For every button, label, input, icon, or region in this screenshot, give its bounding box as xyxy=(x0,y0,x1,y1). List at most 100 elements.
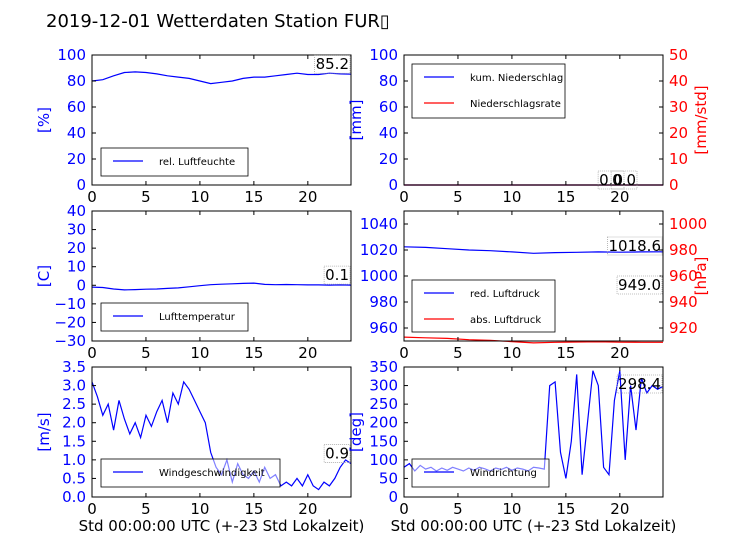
y-tick-label: 1000 xyxy=(360,267,398,285)
x-tick-label: 10 xyxy=(190,344,209,362)
x-tick-label: 5 xyxy=(141,344,151,362)
y-tick-label: −10 xyxy=(54,295,86,313)
y-tick-label: 40 xyxy=(379,124,398,142)
y-tick-label: 40 xyxy=(67,202,86,220)
legend-label: kum. Niederschlag xyxy=(470,73,563,84)
y-right-tick-label: 920 xyxy=(669,319,698,337)
y-tick-label: 1020 xyxy=(360,241,398,259)
y-tick-label: 0 xyxy=(388,176,398,194)
x-tick-label: 20 xyxy=(610,188,629,206)
value-annotation: 0.9 xyxy=(325,445,349,463)
value-annotation: 0.0 xyxy=(612,171,636,189)
x-tick-label: 0 xyxy=(87,188,97,206)
y-tick-label: 30 xyxy=(67,221,86,239)
panel-windspeed: 0 5 10 15 20 0.00.51.01.52.02.53.03.5 [m/s] 0.9… xyxy=(35,358,352,518)
x-tick-label: 15 xyxy=(244,344,263,362)
legend-label: Niederschlagsrate xyxy=(470,99,561,110)
x-tick-label: 15 xyxy=(556,188,575,206)
y-tick-label: 2.0 xyxy=(62,414,86,432)
legend-label: rel. Luftfeuchte xyxy=(159,157,235,168)
value-annotation-box xyxy=(616,374,663,394)
y-right-tick-label: 40 xyxy=(669,72,688,90)
series-line-temperature-0 xyxy=(91,282,352,291)
legend-box-pressure xyxy=(411,279,556,333)
x-tick-label: 5 xyxy=(453,344,463,362)
axes-frame-humidity xyxy=(91,54,352,186)
value-annotation: 298.4 xyxy=(618,375,661,393)
value-annotation: 949.0 xyxy=(618,276,661,294)
y-tick-label: 20 xyxy=(379,150,398,168)
axes-frame-precipitation xyxy=(403,54,664,186)
y-tick-label: 250 xyxy=(369,395,398,413)
panel-precipitation: 0 5 10 15 20 0 20 40 60 80 100 0 10 20 30 40 50 [mm] [mm/s… xyxy=(347,46,710,206)
y-tick-label: 100 xyxy=(57,46,86,64)
y-right-tick-label: 20 xyxy=(669,124,688,142)
y-right-axis-label: [mm/std] xyxy=(692,85,710,154)
y-tick-label: 0 xyxy=(76,176,86,194)
value-annotation-box xyxy=(323,265,351,285)
y-tick-label: 10 xyxy=(67,258,86,276)
x-tick-label: 20 xyxy=(610,344,629,362)
x-tick-label: 15 xyxy=(556,500,575,518)
figure-title: 2019-12-01 Wetterdaten Station FUR▯ xyxy=(46,11,390,32)
y-right-tick-label: 960 xyxy=(669,267,698,285)
x-tick-label: 0 xyxy=(87,344,97,362)
value-annotation-box xyxy=(616,275,663,295)
y-right-tick-label: 1000 xyxy=(669,215,707,233)
y-right-tick-label: 0 xyxy=(669,176,679,194)
y-tick-label: 0 xyxy=(388,488,398,506)
y-right-axis-label: [hPa] xyxy=(692,257,710,296)
x-tick-label: 10 xyxy=(190,500,209,518)
legend-label: abs. Luftdruck xyxy=(470,315,541,326)
y-tick-label: 80 xyxy=(379,72,398,90)
axes-frame-windspeed xyxy=(91,366,352,498)
x-tick-label: 5 xyxy=(141,188,151,206)
panel-winddirection: 0 5 10 15 20050100150200250300350[deg]298.4W… xyxy=(347,358,664,518)
y-right-tick-label: 50 xyxy=(669,46,688,64)
legend-box-temperature xyxy=(100,302,249,332)
x-tick-label: 5 xyxy=(453,188,463,206)
y-tick-label: 2.5 xyxy=(62,395,86,413)
x-tick-label: 15 xyxy=(244,188,263,206)
x-axis-label-winddirection: Std 00:00:00 UTC (+-23 Std Lokalzeit) xyxy=(391,517,677,535)
value-annotation: 0.1 xyxy=(325,266,349,284)
y-tick-label: 20 xyxy=(67,150,86,168)
y-axis-label: [mm] xyxy=(347,100,365,141)
y-tick-label: 100 xyxy=(369,451,398,469)
value-annotation-box xyxy=(597,170,625,190)
legend-label: Windrichtung xyxy=(470,468,537,479)
y-tick-label: 1.5 xyxy=(62,432,86,450)
y-tick-label: 1.0 xyxy=(62,451,86,469)
y-tick-label: 3.0 xyxy=(62,377,86,395)
x-tick-label: 0 xyxy=(399,344,409,362)
legend-box-winddirection xyxy=(411,458,550,488)
y-tick-label: 80 xyxy=(67,72,86,90)
y-tick-label: 60 xyxy=(379,98,398,116)
y-tick-label: 0.5 xyxy=(62,469,86,487)
y-tick-label: 350 xyxy=(369,358,398,376)
x-tick-label: 5 xyxy=(141,500,151,518)
x-tick-label: 15 xyxy=(244,500,263,518)
y-tick-label: 0 xyxy=(76,276,86,294)
y-axis-label: [C] xyxy=(35,265,53,287)
x-tick-label: 10 xyxy=(502,344,521,362)
y-right-tick-label: 30 xyxy=(669,98,688,116)
x-tick-label: 15 xyxy=(556,344,575,362)
legend-label: Lufttemperatur xyxy=(159,312,236,323)
series-line-humidity-0 xyxy=(91,71,352,85)
y-tick-label: −30 xyxy=(54,332,86,350)
x-tick-label: 10 xyxy=(190,188,209,206)
legend-box-humidity xyxy=(100,147,249,177)
y-tick-label: 3.5 xyxy=(62,358,86,376)
axes-frame-temperature xyxy=(91,210,352,342)
y-tick-label: 150 xyxy=(369,432,398,450)
y-axis-label: [deg] xyxy=(347,412,365,452)
x-tick-label: 20 xyxy=(298,188,317,206)
value-annotation-box xyxy=(323,444,351,463)
y-tick-label: −20 xyxy=(54,313,86,331)
y-right-tick-label: 10 xyxy=(669,150,688,168)
y-tick-label: 100 xyxy=(369,46,398,64)
x-tick-label: 0 xyxy=(87,500,97,518)
